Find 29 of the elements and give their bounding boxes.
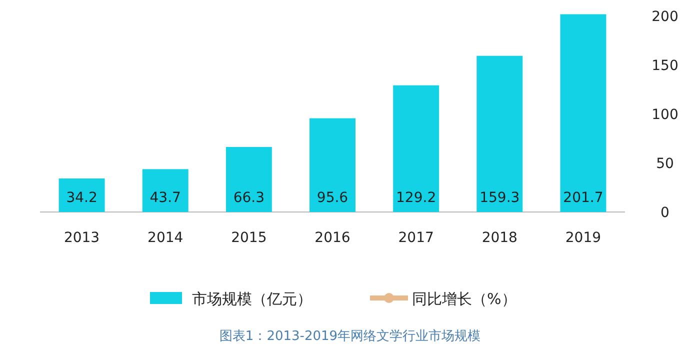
x-tick-label: 2018 xyxy=(482,230,518,246)
y-tick-label: 100 xyxy=(652,106,678,123)
x-tick-label: 2016 xyxy=(314,230,350,246)
data-label: 66.3 xyxy=(233,190,265,206)
y-tick-label: 200 xyxy=(652,8,678,25)
data-label: 34.2 xyxy=(66,190,98,206)
bar xyxy=(393,85,440,212)
data-label: 129.2 xyxy=(396,190,436,206)
data-label: 95.6 xyxy=(316,190,348,206)
data-label: 159.3 xyxy=(480,190,520,206)
text: 图表1：2013-2019年网络文学行业市场规模 xyxy=(219,329,481,344)
bar xyxy=(58,178,105,212)
bar xyxy=(142,169,188,212)
legend-label: 同比增长（%） xyxy=(412,290,516,308)
x-tick-label: 2013 xyxy=(64,230,100,246)
y-tick-label: 50 xyxy=(656,156,674,172)
x-tick-label: 2015 xyxy=(231,230,267,246)
bar xyxy=(310,118,356,212)
x-tick-label: 2017 xyxy=(398,230,434,246)
data-label: 201.7 xyxy=(563,190,604,206)
data-label: 43.7 xyxy=(150,190,181,206)
y-tick-label: 0 xyxy=(660,205,670,221)
y-tick-label: 150 xyxy=(652,58,678,74)
x-tick-label: 2019 xyxy=(565,230,602,246)
legend-label: 市场规模（亿元） xyxy=(192,290,312,308)
bar xyxy=(560,14,606,212)
x-tick-label: 2014 xyxy=(148,230,184,246)
bar xyxy=(476,56,523,212)
bar xyxy=(226,146,272,212)
